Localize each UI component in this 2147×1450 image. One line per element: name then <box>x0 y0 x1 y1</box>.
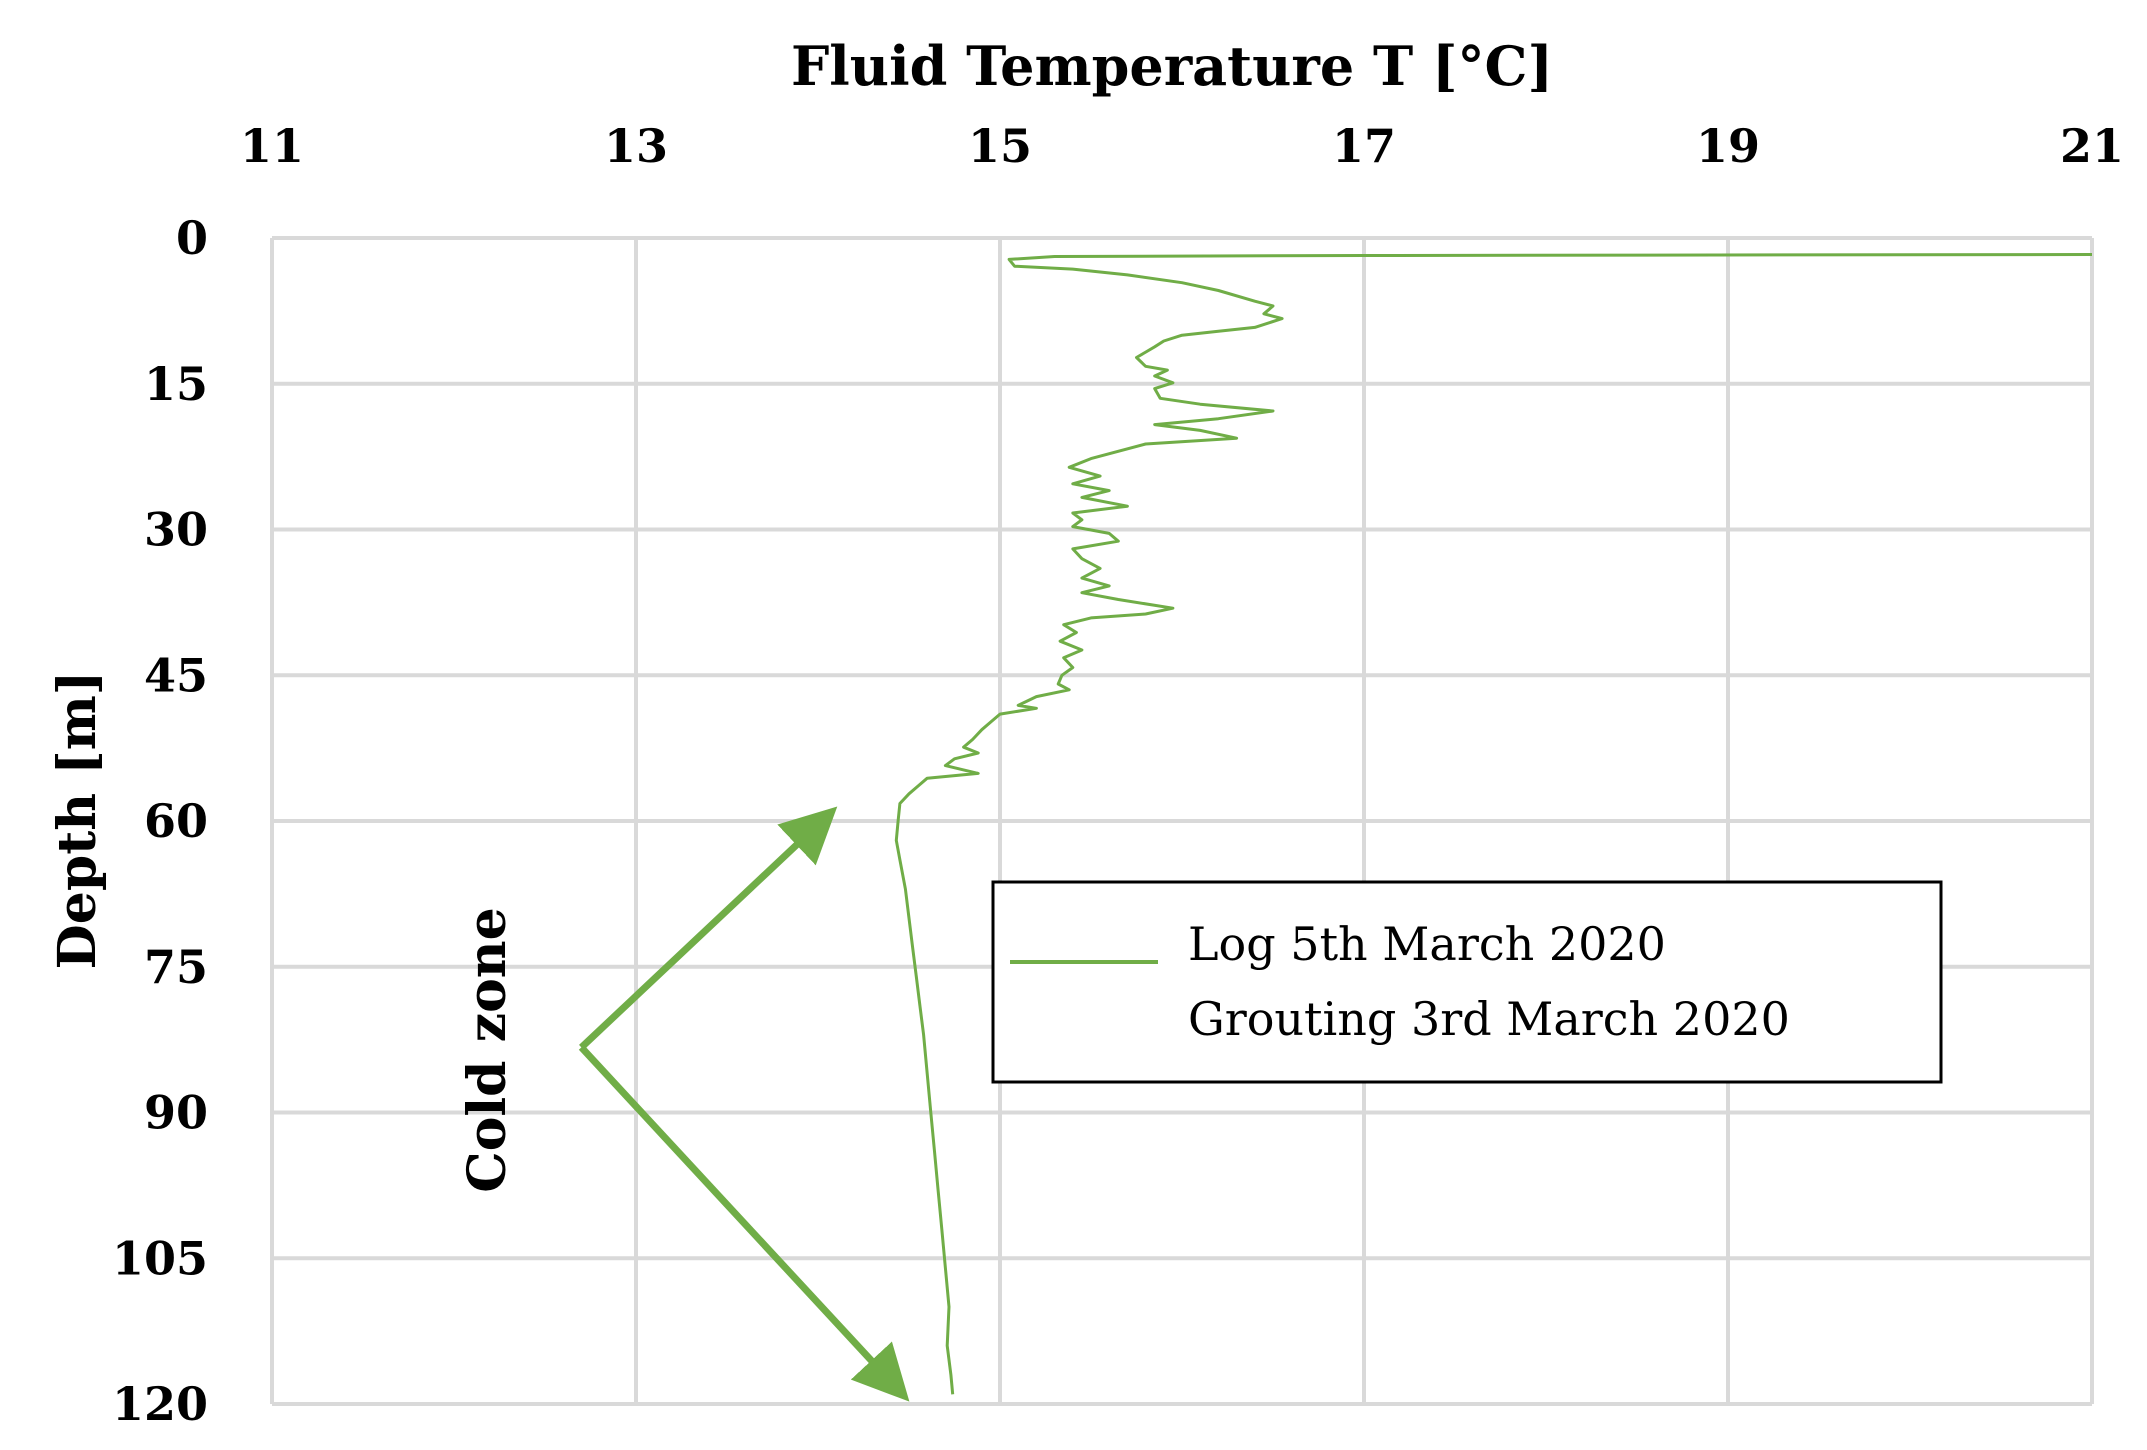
horizontal-gridlines <box>272 236 2092 1406</box>
x-tick-label-1: 13 <box>604 119 668 173</box>
y-tick-label-5: 75 <box>144 940 208 994</box>
y-axis-title: Depth [m] <box>47 671 108 970</box>
y-tick-label-1: 15 <box>144 357 208 411</box>
y-tick-labels: 0 15 30 45 60 75 90 105 120 <box>112 211 208 1431</box>
x-tick-label-5: 21 <box>2060 119 2124 173</box>
x-tick-label-4: 19 <box>1696 119 1760 173</box>
y-tick-label-3: 45 <box>144 648 208 702</box>
legend-entry-line-2: Grouting 3rd March 2020 <box>1188 992 1790 1046</box>
y-tick-label-4: 60 <box>144 794 208 848</box>
cold-zone-label: Cold zone <box>457 907 518 1192</box>
y-tick-label-6: 90 <box>144 1086 208 1140</box>
series-layer <box>894 253 2093 1395</box>
legend-entry-line-1: Log 5th March 2020 <box>1188 917 1666 971</box>
y-tick-label-7: 105 <box>112 1231 208 1285</box>
y-tick-label-8: 120 <box>112 1377 208 1431</box>
cold-zone-arrow-1 <box>578 1045 910 1402</box>
cold-zone-arrow-0 <box>579 806 838 1050</box>
x-tick-labels: 11 13 15 17 19 21 <box>240 119 2124 173</box>
x-tick-label-2: 15 <box>968 119 1032 173</box>
y-tick-label-2: 30 <box>144 503 208 557</box>
annotation-layer: Cold zone <box>457 806 910 1402</box>
legend: Log 5th March 2020 Grouting 3rd March 20… <box>991 880 1943 1084</box>
x-tick-label-0: 11 <box>240 119 304 173</box>
legend-box <box>991 880 1943 1084</box>
x-tick-label-3: 17 <box>1332 119 1396 173</box>
x-axis-title: Fluid Temperature T [°C] <box>791 34 1553 98</box>
y-tick-label-0: 0 <box>176 211 208 265</box>
series-line-0 <box>894 253 2093 1395</box>
